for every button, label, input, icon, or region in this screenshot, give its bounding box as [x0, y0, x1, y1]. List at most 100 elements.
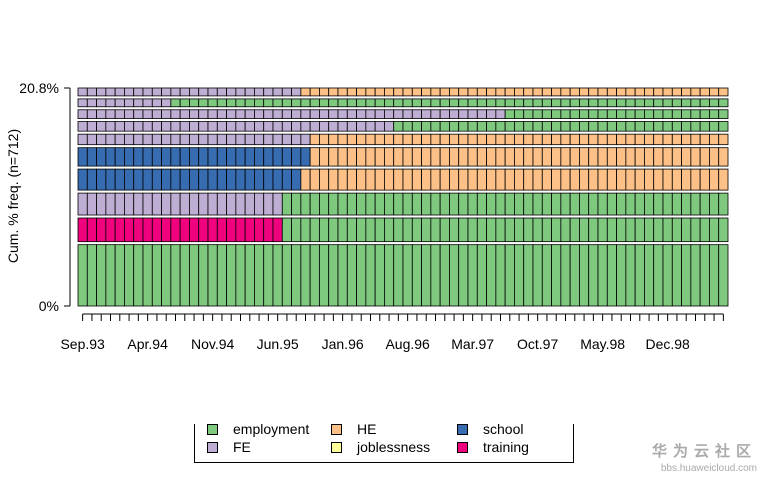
cell-FE [263, 121, 274, 132]
cell-employment [384, 217, 395, 243]
cell-employment [411, 217, 422, 243]
cell-employment [179, 98, 190, 108]
cell-employment [495, 98, 506, 108]
cell-employment [560, 109, 571, 119]
cell-employment [235, 244, 246, 307]
cell-school [179, 147, 190, 167]
cell-employment [644, 217, 655, 243]
cell-HE [681, 133, 692, 146]
cell-FE [291, 109, 302, 119]
cell-employment [514, 217, 525, 243]
cell-HE [476, 147, 487, 167]
cell-employment [579, 192, 590, 216]
cell-FE [114, 98, 125, 108]
cell-employment [309, 98, 320, 108]
cell-HE [384, 168, 395, 191]
cell-employment [198, 98, 209, 108]
cell-FE [151, 109, 162, 119]
cell-HE [495, 87, 506, 97]
cell-employment [402, 192, 413, 216]
cell-employment [226, 244, 237, 307]
cell-training [96, 217, 107, 243]
cell-employment [337, 192, 348, 216]
cell-FE [142, 192, 153, 216]
cell-employment [96, 244, 107, 307]
cell-HE [467, 147, 478, 167]
cell-FE [365, 121, 376, 132]
x-tick-label: Aug.96 [385, 336, 430, 352]
cell-employment [504, 192, 515, 216]
cell-employment [514, 98, 525, 108]
cell-FE [161, 98, 172, 108]
cell-FE [291, 133, 302, 146]
cell-employment [105, 244, 116, 307]
cell-HE [486, 133, 497, 146]
cell-FE [263, 192, 274, 216]
cell-FE [356, 109, 367, 119]
cell-training [105, 217, 116, 243]
cell-employment [254, 244, 265, 307]
cell-HE [300, 87, 311, 97]
cell-HE [411, 133, 422, 146]
cell-HE [541, 133, 552, 146]
cell-HE [579, 168, 590, 191]
cell-employment [634, 98, 645, 108]
watermark-url: bbs.huaweicloud.com [660, 463, 757, 474]
cell-FE [179, 133, 190, 146]
cell-HE [430, 147, 441, 167]
cell-employment [300, 217, 311, 243]
cell-employment [532, 121, 543, 132]
cell-employment [300, 244, 311, 307]
cell-HE [634, 87, 645, 97]
cell-employment [458, 217, 469, 243]
cell-FE [133, 98, 144, 108]
cell-HE [616, 87, 627, 97]
cell-FE [151, 121, 162, 132]
cell-employment [681, 98, 692, 108]
cell-employment [402, 98, 413, 108]
cell-HE [532, 168, 543, 191]
cell-FE [207, 121, 218, 132]
cell-employment [597, 98, 608, 108]
cell-employment [616, 121, 627, 132]
cell-employment [551, 244, 562, 307]
cell-employment [634, 109, 645, 119]
cell-school [272, 147, 283, 167]
cell-employment [263, 98, 274, 108]
cell-FE [161, 133, 172, 146]
cell-employment [597, 192, 608, 216]
cell-FE [96, 133, 107, 146]
cell-HE [346, 133, 357, 146]
cell-HE [569, 87, 580, 97]
cell-employment [393, 217, 404, 243]
cell-FE [244, 192, 255, 216]
cell-employment [421, 244, 432, 307]
cell-employment [532, 244, 543, 307]
cell-FE [86, 121, 97, 132]
cell-school [216, 168, 227, 191]
cell-employment [189, 244, 200, 307]
cell-training [207, 217, 218, 243]
cell-employment [504, 244, 515, 307]
cell-employment [681, 244, 692, 307]
cell-HE [337, 168, 348, 191]
cell-HE [681, 147, 692, 167]
cell-training [272, 217, 283, 243]
cell-employment [681, 109, 692, 119]
cell-employment [579, 98, 590, 108]
cell-school [189, 147, 200, 167]
cell-HE [616, 147, 627, 167]
x-tick-label: Jan.96 [322, 336, 364, 352]
legend-label: employment [233, 421, 310, 437]
cell-HE [560, 147, 571, 167]
cell-employment [467, 192, 478, 216]
cell-employment [291, 98, 302, 108]
sequence-row-8 [77, 109, 729, 119]
cell-employment [170, 98, 181, 108]
cell-FE [105, 121, 116, 132]
cell-employment [606, 109, 617, 119]
cell-FE [226, 121, 237, 132]
cell-employment [449, 192, 460, 216]
cell-FE [96, 192, 107, 216]
